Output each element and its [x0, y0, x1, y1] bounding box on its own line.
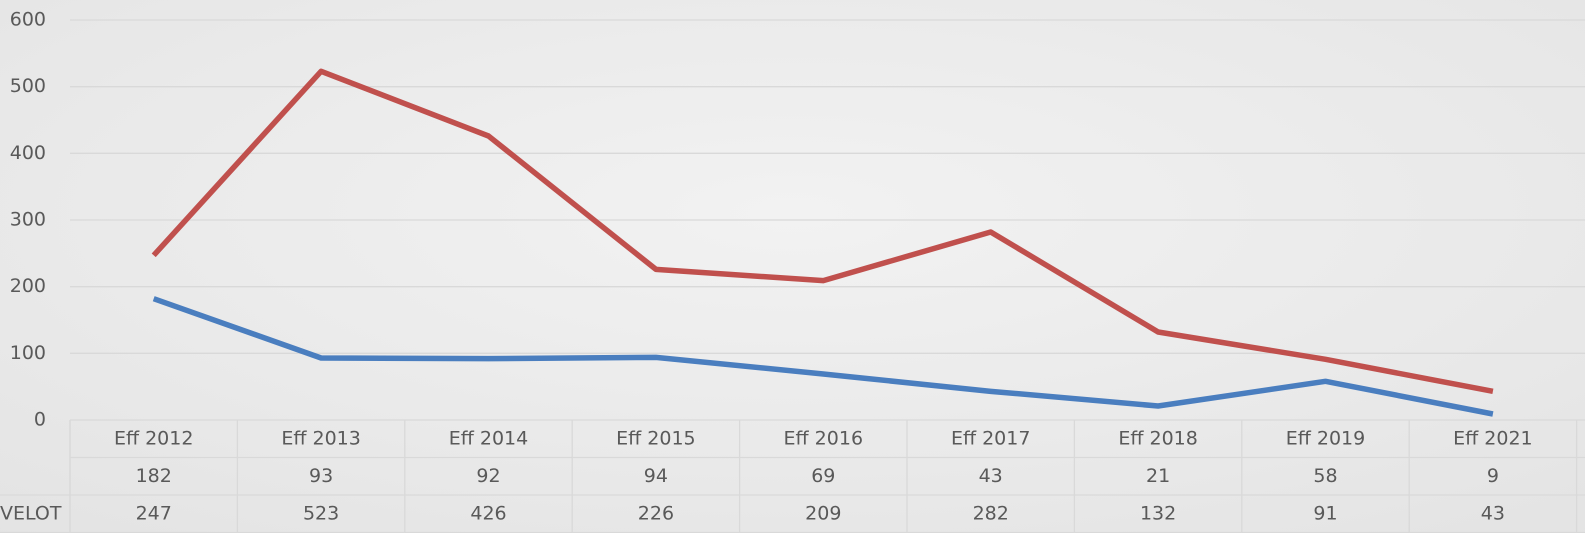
y-tick-label: 400: [10, 142, 46, 164]
table-value: 282: [973, 502, 1009, 524]
x-tick-label: Eff 2021: [1453, 427, 1533, 449]
table-value: 93: [309, 465, 333, 487]
x-tick-label: Eff 2013: [281, 427, 361, 449]
series-line: [152, 296, 1494, 417]
y-tick-label: 200: [10, 275, 46, 297]
table-value: 94: [644, 465, 668, 487]
y-tick-label: 600: [10, 9, 46, 31]
y-tick-label: 300: [10, 209, 46, 231]
series-line: [151, 68, 1494, 395]
x-tick-label: Eff 2014: [449, 427, 529, 449]
table-value: 58: [1313, 465, 1337, 487]
x-tick-label: Eff 2016: [784, 427, 864, 449]
table-value: 226: [638, 502, 674, 524]
table-value: 523: [303, 502, 339, 524]
table-value: 92: [476, 465, 500, 487]
table-value: 21: [1146, 465, 1170, 487]
x-tick-label: Eff 2012: [114, 427, 194, 449]
table-value: 9: [1487, 465, 1499, 487]
x-tick-label: Eff 2018: [1118, 427, 1198, 449]
table-value: 69: [811, 465, 835, 487]
legend-label: VELOT: [0, 502, 62, 524]
table-value: 426: [470, 502, 506, 524]
table-value: 132: [1140, 502, 1176, 524]
x-tick-label: Eff 2015: [616, 427, 696, 449]
table-value: 91: [1313, 502, 1337, 524]
x-tick-label: Eff 2017: [951, 427, 1031, 449]
table-value: 209: [805, 502, 841, 524]
table-value: 182: [136, 465, 172, 487]
table-value: 247: [136, 502, 172, 524]
x-tick-label: Eff 2019: [1286, 427, 1366, 449]
table-value: 43: [1481, 502, 1505, 524]
y-tick-label: 500: [10, 75, 46, 97]
y-tick-label: 100: [10, 342, 46, 364]
table-value: 43: [979, 465, 1003, 487]
y-tick-label: 0: [34, 409, 46, 431]
